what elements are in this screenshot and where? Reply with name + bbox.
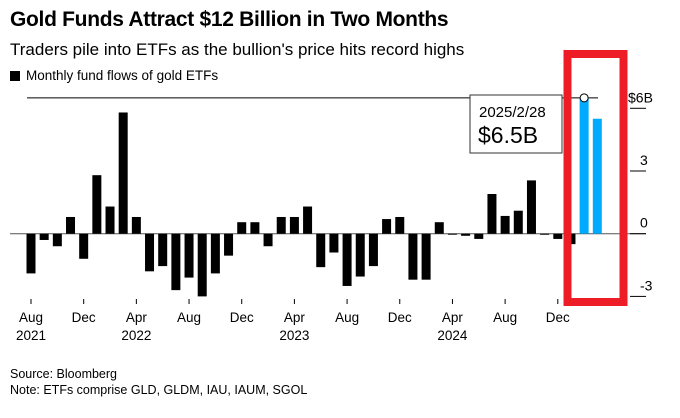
- bar-2021-12: [79, 233, 89, 259]
- y-tick-label: 3: [640, 152, 648, 168]
- x-tick-year: 2023: [279, 328, 309, 343]
- chart-subtitle: Traders pile into ETFs as the bullion's …: [10, 40, 465, 59]
- bar-2022-04: [131, 216, 141, 234]
- bar-2024-05: [461, 233, 471, 236]
- bar-2022-03: [118, 112, 128, 234]
- bar-2022-08: [184, 233, 194, 278]
- bar-2024-10: [526, 180, 536, 234]
- bar-2025-02: [579, 97, 589, 234]
- legend: Monthly fund flows of gold ETFs: [10, 68, 218, 83]
- bar-2024-09: [513, 210, 523, 234]
- x-tick-label: Aug: [493, 310, 517, 325]
- bar-2023-04: [289, 216, 299, 234]
- bar-2022-01: [92, 175, 102, 234]
- bar-2023-02: [263, 233, 273, 247]
- bar-2024-08: [500, 215, 510, 234]
- annotation-marker: [579, 93, 589, 103]
- x-tick-label: Apr: [442, 310, 464, 325]
- bar-2022-12: [237, 222, 247, 234]
- annotation-value: $6.5B: [478, 122, 538, 148]
- legend-label: Monthly fund flows of gold ETFs: [26, 68, 219, 83]
- bar-2023-05: [303, 206, 313, 234]
- bar-2021-09: [39, 233, 49, 240]
- bar-2023-01: [250, 222, 260, 234]
- bar-2023-09: [355, 233, 365, 277]
- bar-2023-03: [276, 216, 286, 234]
- x-tick-label: Aug: [177, 310, 201, 325]
- bar-2022-09: [197, 233, 207, 297]
- bar-2021-08: [26, 233, 36, 274]
- bar-2023-07: [329, 233, 339, 253]
- x-tick-label: Aug: [335, 310, 359, 325]
- annotation-date: 2025/2/28: [479, 104, 546, 121]
- bar-2024-04: [447, 233, 457, 235]
- bar-2024-12: [553, 233, 563, 239]
- bar-2024-03: [434, 222, 444, 234]
- bar-2022-10: [210, 233, 220, 274]
- x-tick-label: Aug: [19, 310, 43, 325]
- bar-2023-11: [382, 219, 392, 234]
- bar-2022-06: [158, 233, 168, 267]
- x-tick-label: Dec: [388, 310, 412, 325]
- bar-2021-11: [66, 216, 76, 234]
- x-tick-year: 2024: [437, 328, 468, 343]
- bar-2025-03: [592, 118, 602, 234]
- legend-swatch: [10, 70, 20, 81]
- x-tick-label: Dec: [230, 310, 254, 325]
- footnote: Note: ETFs comprise GLD, GLDM, IAU, IAUM…: [10, 383, 308, 397]
- bar-2022-07: [171, 233, 181, 291]
- x-tick-label: Apr: [284, 310, 306, 325]
- bar-2023-06: [316, 233, 326, 268]
- bar-2023-08: [342, 233, 352, 286]
- highlight-box: [563, 50, 628, 306]
- bar-2022-11: [224, 233, 234, 256]
- bar-2023-12: [395, 216, 405, 234]
- bar-2024-07: [487, 193, 497, 234]
- x-tick-year: 2022: [121, 328, 151, 343]
- bar-2022-05: [145, 233, 155, 272]
- x-tick-label: Apr: [126, 310, 148, 325]
- bar-2024-11: [540, 233, 550, 235]
- source-note: Source: Bloomberg: [10, 367, 118, 381]
- bar-2024-06: [474, 233, 484, 239]
- y-tick-label: -3: [640, 277, 653, 293]
- bar-2023-10: [368, 233, 378, 267]
- bar-2024-01: [408, 233, 418, 280]
- bar-2024-02: [421, 233, 431, 280]
- y-tick-label: 0: [640, 215, 648, 231]
- bar-2022-02: [105, 206, 115, 234]
- bar-2021-10: [52, 233, 62, 247]
- x-tick-label: Dec: [72, 310, 96, 325]
- y-tick-label: $6B: [628, 89, 653, 105]
- x-tick-label: Dec: [546, 310, 570, 325]
- chart-title: Gold Funds Attract $12 Billion in Two Mo…: [10, 8, 449, 31]
- x-tick-year: 2021: [16, 328, 46, 343]
- annotation-box: [469, 94, 563, 154]
